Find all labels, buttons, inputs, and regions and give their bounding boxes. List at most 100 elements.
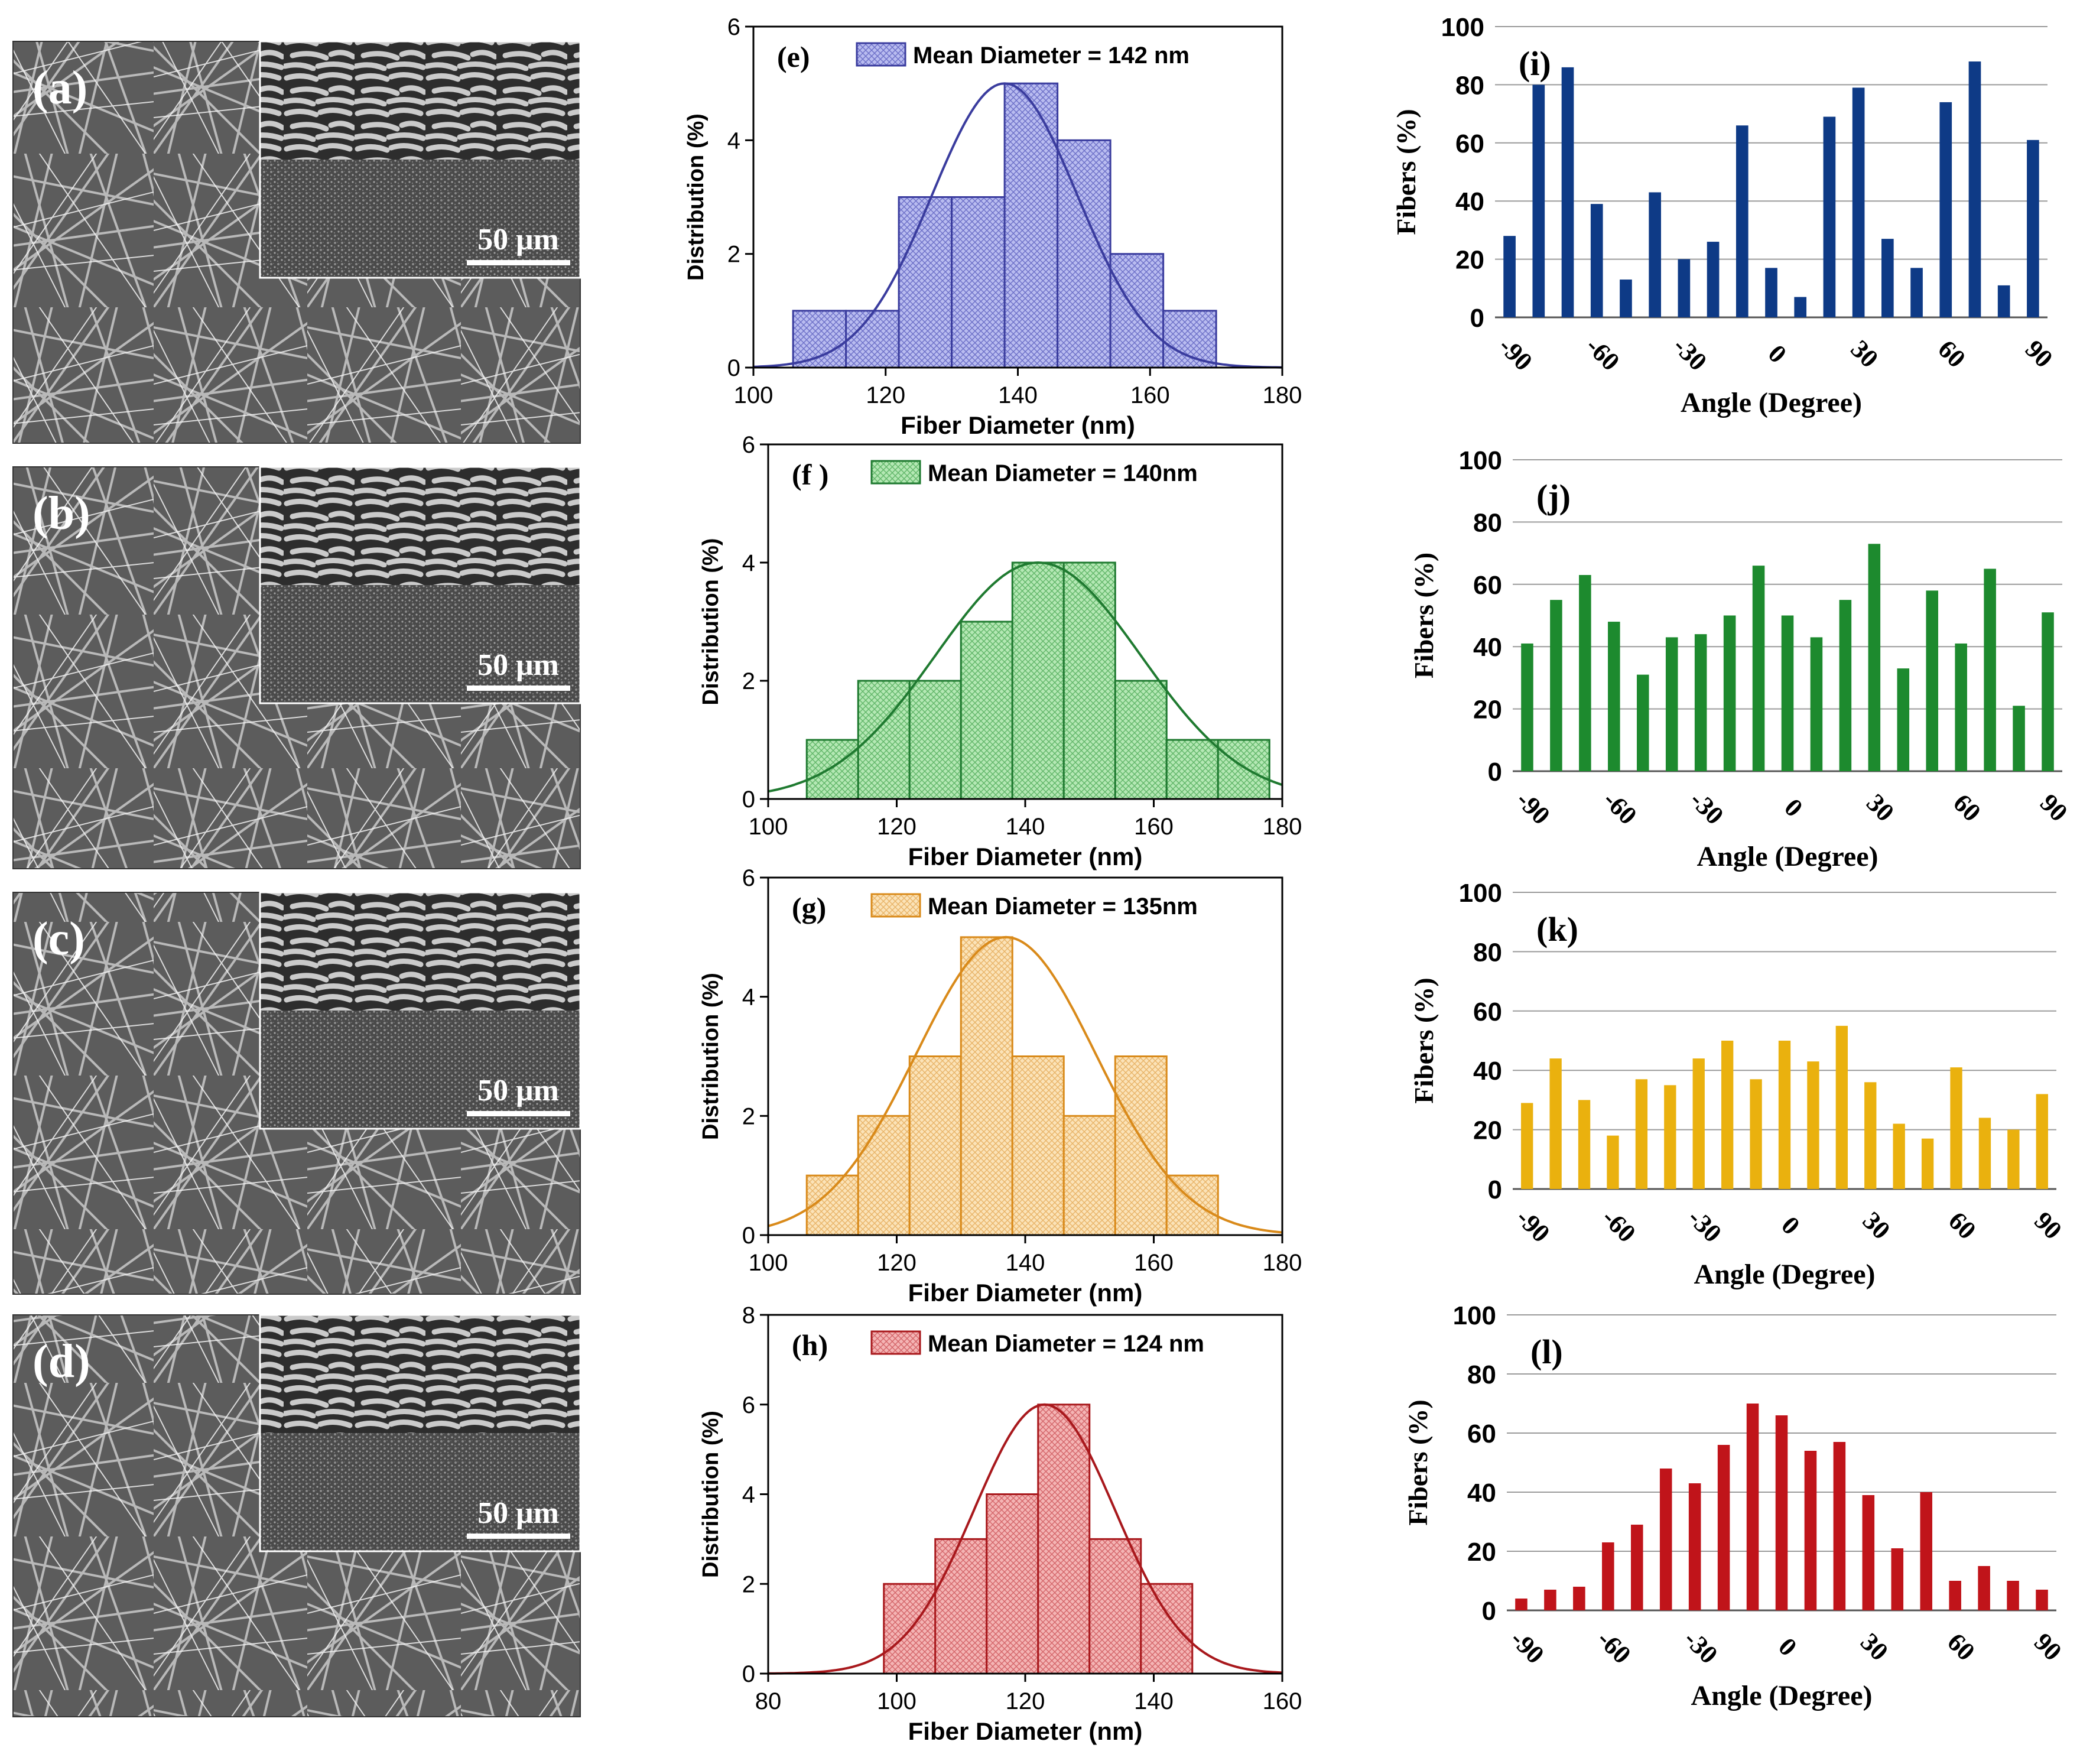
x-tick-label: 0 bbox=[1773, 1632, 1802, 1662]
angle-bar bbox=[2036, 1094, 2048, 1189]
y-axis-label: Fibers (%) bbox=[1391, 109, 1421, 235]
x-tick-label: 0 bbox=[1779, 793, 1808, 823]
angle-bar bbox=[1607, 1135, 1619, 1189]
sem-inset-border bbox=[259, 1314, 581, 1552]
histogram-bar bbox=[908, 680, 962, 800]
histogram-bar bbox=[1165, 739, 1219, 800]
y-tick-label: 80 bbox=[1473, 508, 1502, 537]
gaussian-fit-curve bbox=[768, 935, 1283, 1234]
angle-bar bbox=[1665, 637, 1678, 771]
x-axis-label: Angle (Degree) bbox=[1697, 841, 1878, 872]
y-tick-label: 4 bbox=[742, 550, 755, 576]
angle-bar bbox=[1750, 1079, 1762, 1189]
x-tick-label: 160 bbox=[1134, 814, 1174, 840]
x-tick-label: 140 bbox=[1006, 1250, 1045, 1276]
angle-bar bbox=[1521, 643, 1533, 771]
angle-bar bbox=[1997, 285, 2010, 317]
gaussian-fit-curve bbox=[768, 561, 1283, 793]
angle-bar bbox=[1984, 568, 1996, 771]
x-tick-label: -30 bbox=[1668, 332, 1712, 376]
angle-bar bbox=[1778, 1041, 1791, 1189]
sem-inset-border bbox=[259, 466, 581, 704]
y-tick-label: 0 bbox=[1482, 1597, 1496, 1626]
angle-bar bbox=[1635, 1079, 1648, 1189]
x-axis-label: Fiber Diameter (nm) bbox=[908, 843, 1143, 870]
x-tick-label: 140 bbox=[1134, 1688, 1174, 1714]
y-tick-label: 20 bbox=[1455, 246, 1484, 275]
legend-label: Mean Diameter = 124 nm bbox=[928, 1331, 1204, 1357]
histogram-bar bbox=[1011, 1055, 1065, 1236]
x-tick-label: 0 bbox=[1776, 1211, 1805, 1240]
sem-inset-cross-section bbox=[260, 1011, 580, 1129]
angle-bar bbox=[1891, 1548, 1904, 1610]
x-tick-label: 90 bbox=[2034, 788, 2074, 827]
angle-chart-j: 0 20 40 60 80 100 -90 -60 -30 0 30 60 90 Angle (Degre… bbox=[1409, 446, 2074, 872]
histogram-bar bbox=[792, 310, 847, 369]
x-tick-label: -30 bbox=[1678, 1625, 1723, 1669]
histogram-bar bbox=[1088, 1538, 1142, 1675]
angle-bar bbox=[1920, 1492, 1933, 1610]
y-tick-label: 80 bbox=[1455, 71, 1484, 100]
angle-bar bbox=[1688, 1483, 1701, 1610]
angle-bar bbox=[1550, 600, 1562, 771]
angle-bar bbox=[1602, 1542, 1614, 1610]
x-tick-label: 30 bbox=[1861, 788, 1900, 827]
x-tick-label: 30 bbox=[1845, 334, 1884, 373]
angle-chart-k: 0 20 40 60 80 100 -90 -60 -30 0 30 60 90 Angle (Degre… bbox=[1409, 879, 2068, 1290]
angle-bar bbox=[1794, 297, 1807, 317]
histogram-bar bbox=[1037, 1404, 1091, 1675]
x-tick-label: 60 bbox=[1932, 334, 1971, 373]
y-axis-label: Fibers (%) bbox=[1409, 553, 1439, 678]
sem-panel-label: (c) bbox=[32, 913, 85, 965]
y-tick-label: 0 bbox=[1488, 1175, 1502, 1204]
x-tick-label: 30 bbox=[1857, 1206, 1896, 1245]
y-tick-label: 0 bbox=[1488, 758, 1502, 787]
angle-bar bbox=[1950, 1067, 1962, 1189]
y-tick-label: 40 bbox=[1473, 633, 1502, 662]
histogram-h: 80 100 120 140 160 0 2 4 6 8 Fiber Diameter (nm) Di… bbox=[698, 1302, 1302, 1745]
y-tick-label: 0 bbox=[742, 1223, 755, 1249]
histogram-bar bbox=[1011, 561, 1065, 800]
angle-bar bbox=[1717, 1445, 1730, 1610]
x-axis-label: Angle (Degree) bbox=[1681, 387, 1862, 418]
x-axis-label: Angle (Degree) bbox=[1694, 1259, 1876, 1290]
y-tick-label: 0 bbox=[1470, 304, 1484, 333]
angle-bar bbox=[1807, 1061, 1819, 1189]
angle-bar bbox=[1721, 1041, 1734, 1189]
angle-bar bbox=[1823, 116, 1836, 317]
y-axis-label: Fibers (%) bbox=[1403, 1399, 1433, 1525]
y-tick-label: 6 bbox=[742, 1392, 755, 1418]
angle-bar bbox=[1573, 1587, 1585, 1610]
sem-inset-fibers bbox=[260, 467, 580, 585]
angle-bar bbox=[1868, 544, 1881, 771]
y-tick-label: 0 bbox=[727, 355, 740, 381]
y-axis-label: Distribution (%) bbox=[698, 1411, 723, 1578]
angle-bar bbox=[1532, 85, 1545, 317]
sem-inset-cross-section bbox=[260, 160, 580, 278]
x-tick-label: 90 bbox=[2029, 1206, 2068, 1245]
y-tick-label: 6 bbox=[727, 14, 740, 40]
scale-bar-label: 50 μm bbox=[477, 1496, 559, 1530]
scale-bar-label: 50 μm bbox=[477, 1074, 559, 1107]
x-tick-label: 60 bbox=[1943, 1206, 1982, 1245]
histogram-bar bbox=[1003, 82, 1059, 369]
panel-label: (i) bbox=[1519, 44, 1551, 83]
gaussian-fit-curve bbox=[753, 82, 1283, 369]
angle-bar bbox=[1781, 615, 1794, 771]
legend-swatch bbox=[870, 460, 921, 485]
angle-bar bbox=[1910, 268, 1923, 317]
scale-bar bbox=[467, 686, 570, 691]
histogram-bar bbox=[1062, 561, 1116, 800]
x-tick-label: 100 bbox=[734, 382, 774, 408]
histogram-bar bbox=[934, 1538, 988, 1675]
x-axis-label: Fiber Diameter (nm) bbox=[908, 1717, 1143, 1745]
angle-bar bbox=[1561, 67, 1574, 317]
angle-bar bbox=[1723, 615, 1736, 771]
y-tick-label: 80 bbox=[1467, 1360, 1496, 1389]
y-tick-label: 2 bbox=[742, 668, 755, 694]
sem-inset-border bbox=[259, 891, 581, 1130]
panel-label: (f ) bbox=[792, 458, 828, 491]
histogram-bar bbox=[857, 1115, 911, 1236]
y-tick-label: 20 bbox=[1473, 696, 1502, 725]
x-tick-label: -60 bbox=[1598, 785, 1643, 830]
